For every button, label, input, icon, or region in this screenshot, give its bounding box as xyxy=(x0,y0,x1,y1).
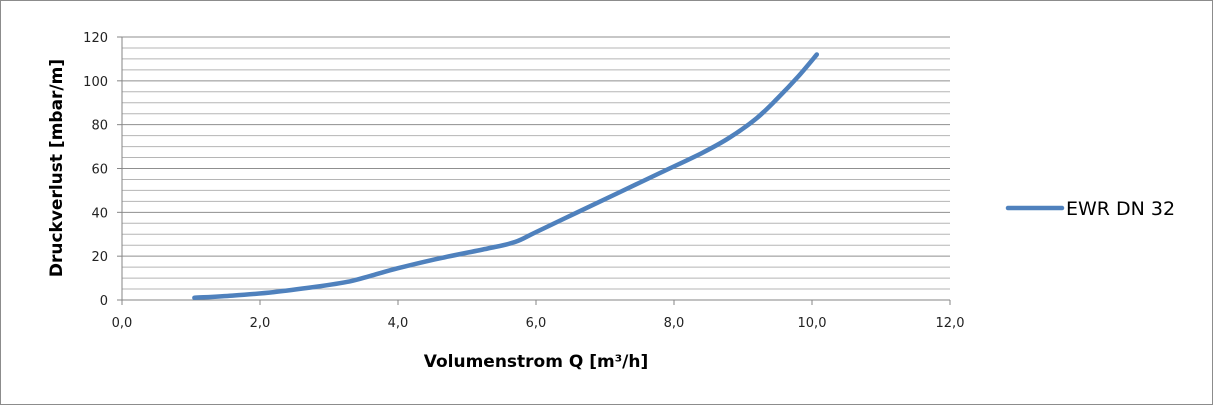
data-point xyxy=(701,153,702,154)
data-point xyxy=(398,268,399,269)
data-point xyxy=(729,137,730,138)
data-point xyxy=(194,297,195,298)
data-point xyxy=(273,292,274,293)
legend-label: EWR DN 32 xyxy=(1066,198,1175,220)
x-tick-label: 4,0 xyxy=(388,316,409,331)
y-tick-label: 0 xyxy=(100,294,108,309)
data-point xyxy=(798,76,799,77)
x-tick-label: 12,0 xyxy=(936,316,965,331)
data-point xyxy=(439,258,440,259)
y-tick-label: 20 xyxy=(91,250,108,265)
y-tick-label: 60 xyxy=(91,163,108,178)
data-point xyxy=(577,212,578,213)
x-tick-labels: 0,0 2,0 4,0 6,0 8,0 10,0 12,0 xyxy=(112,300,965,331)
x-axis-title: Volumenstrom Q [m³/h] xyxy=(424,352,649,372)
y-tick-label: 120 xyxy=(83,31,108,46)
legend: EWR DN 32 xyxy=(1005,198,1175,220)
data-point xyxy=(777,98,778,99)
y-tick-label: 80 xyxy=(91,119,108,134)
y-tick-label: 40 xyxy=(91,206,108,221)
data-point xyxy=(618,192,619,193)
data-point xyxy=(370,275,371,276)
data-point xyxy=(232,295,233,296)
data-point xyxy=(660,172,661,173)
gridlines xyxy=(122,36,950,290)
series-line xyxy=(192,52,820,301)
data-point xyxy=(515,241,516,242)
series-layer xyxy=(192,52,820,301)
data-point xyxy=(315,286,316,287)
data-point xyxy=(816,54,817,55)
x-tick-label: 0,0 xyxy=(112,316,133,331)
x-tick-label: 2,0 xyxy=(250,316,271,331)
data-point xyxy=(487,248,488,249)
y-tick-label: 100 xyxy=(83,75,108,90)
y-tick-labels: 0 20 40 60 80 100 120 xyxy=(83,31,122,309)
x-tick-label: 10,0 xyxy=(798,316,827,331)
x-tick-label: 6,0 xyxy=(526,316,547,331)
data-point xyxy=(536,232,537,233)
data-point xyxy=(756,118,757,119)
data-point xyxy=(349,281,350,282)
x-tick-label: 8,0 xyxy=(664,316,685,331)
y-axis-title: Druckverlust [mbar/m] xyxy=(47,59,67,277)
